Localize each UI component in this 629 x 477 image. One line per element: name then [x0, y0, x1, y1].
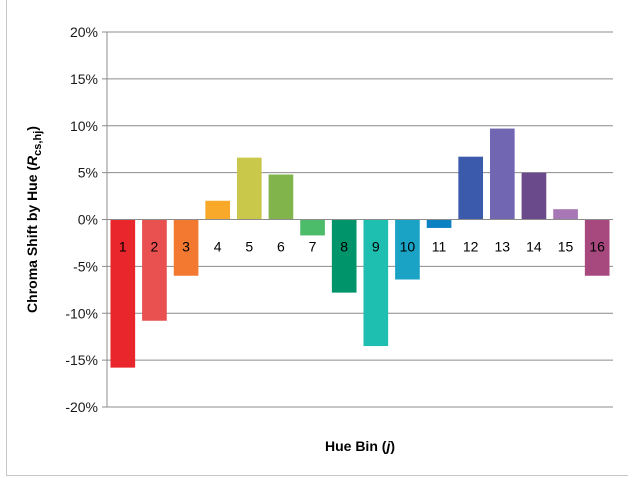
bar-16	[584, 219, 610, 276]
bar-9	[363, 219, 389, 347]
bar-3	[173, 219, 199, 276]
bar-2	[142, 219, 167, 321]
category-label: 11	[432, 239, 447, 255]
category-label: 14	[526, 239, 542, 255]
y-tick-label: 0%	[78, 212, 98, 228]
bar-8	[331, 219, 357, 293]
axes	[102, 31, 613, 408]
x-axis-title: Hue Bin (j)	[325, 438, 395, 454]
bar-chart: 20%15%10%5%0%-5%-10%-15%-20%1 2 3 4 5 6 7 8 9 10 1…	[24, 24, 613, 454]
bar-14	[521, 172, 547, 220]
bar-10	[395, 219, 420, 280]
bar-4	[205, 200, 231, 220]
category-label: 8	[340, 239, 348, 255]
category-label: 3	[182, 239, 190, 255]
y-tick-label: -5%	[73, 258, 98, 274]
labels: 20%15%10%5%0%-5%-10%-15%-20%1 2 3 4 5 6 7 8 9 10 1…	[65, 24, 605, 415]
bar-5	[236, 157, 262, 220]
category-label: 6	[277, 239, 285, 255]
bar-11	[426, 219, 452, 228]
category-label: 16	[589, 239, 605, 255]
bar-6	[268, 174, 294, 220]
category-label: 9	[372, 239, 380, 255]
y-tick-label: -10%	[65, 305, 98, 321]
y-tick-label: -15%	[65, 352, 98, 368]
bar-13	[489, 128, 515, 220]
category-label: 4	[214, 239, 222, 255]
category-label: 13	[495, 239, 511, 255]
y-tick-label: 20%	[70, 24, 98, 40]
category-label: 7	[309, 239, 317, 255]
category-label: 2	[151, 239, 159, 255]
category-label: 15	[558, 239, 574, 255]
y-tick-label: 5%	[78, 165, 98, 181]
y-tick-label: -20%	[65, 399, 98, 415]
bar-1	[110, 219, 136, 368]
y-tick-label: 10%	[70, 118, 98, 134]
category-label: 5	[245, 239, 253, 255]
bars	[110, 128, 610, 368]
category-label: 12	[463, 239, 479, 255]
y-tick-label: 15%	[70, 71, 98, 87]
bar-15	[553, 209, 578, 220]
category-label: 10	[400, 239, 416, 255]
bar-7	[300, 219, 325, 236]
bar-12	[458, 156, 484, 220]
category-label: 1	[119, 239, 127, 255]
chart-area: 20% 15% 10% 5% 0% -5% -10% -15% -20% 1 2 3 4 5 6 7 8 9 10 1…	[6, 0, 628, 476]
y-axis-title: Chroma Shift by Hue (Rcs,hj)	[24, 126, 44, 313]
